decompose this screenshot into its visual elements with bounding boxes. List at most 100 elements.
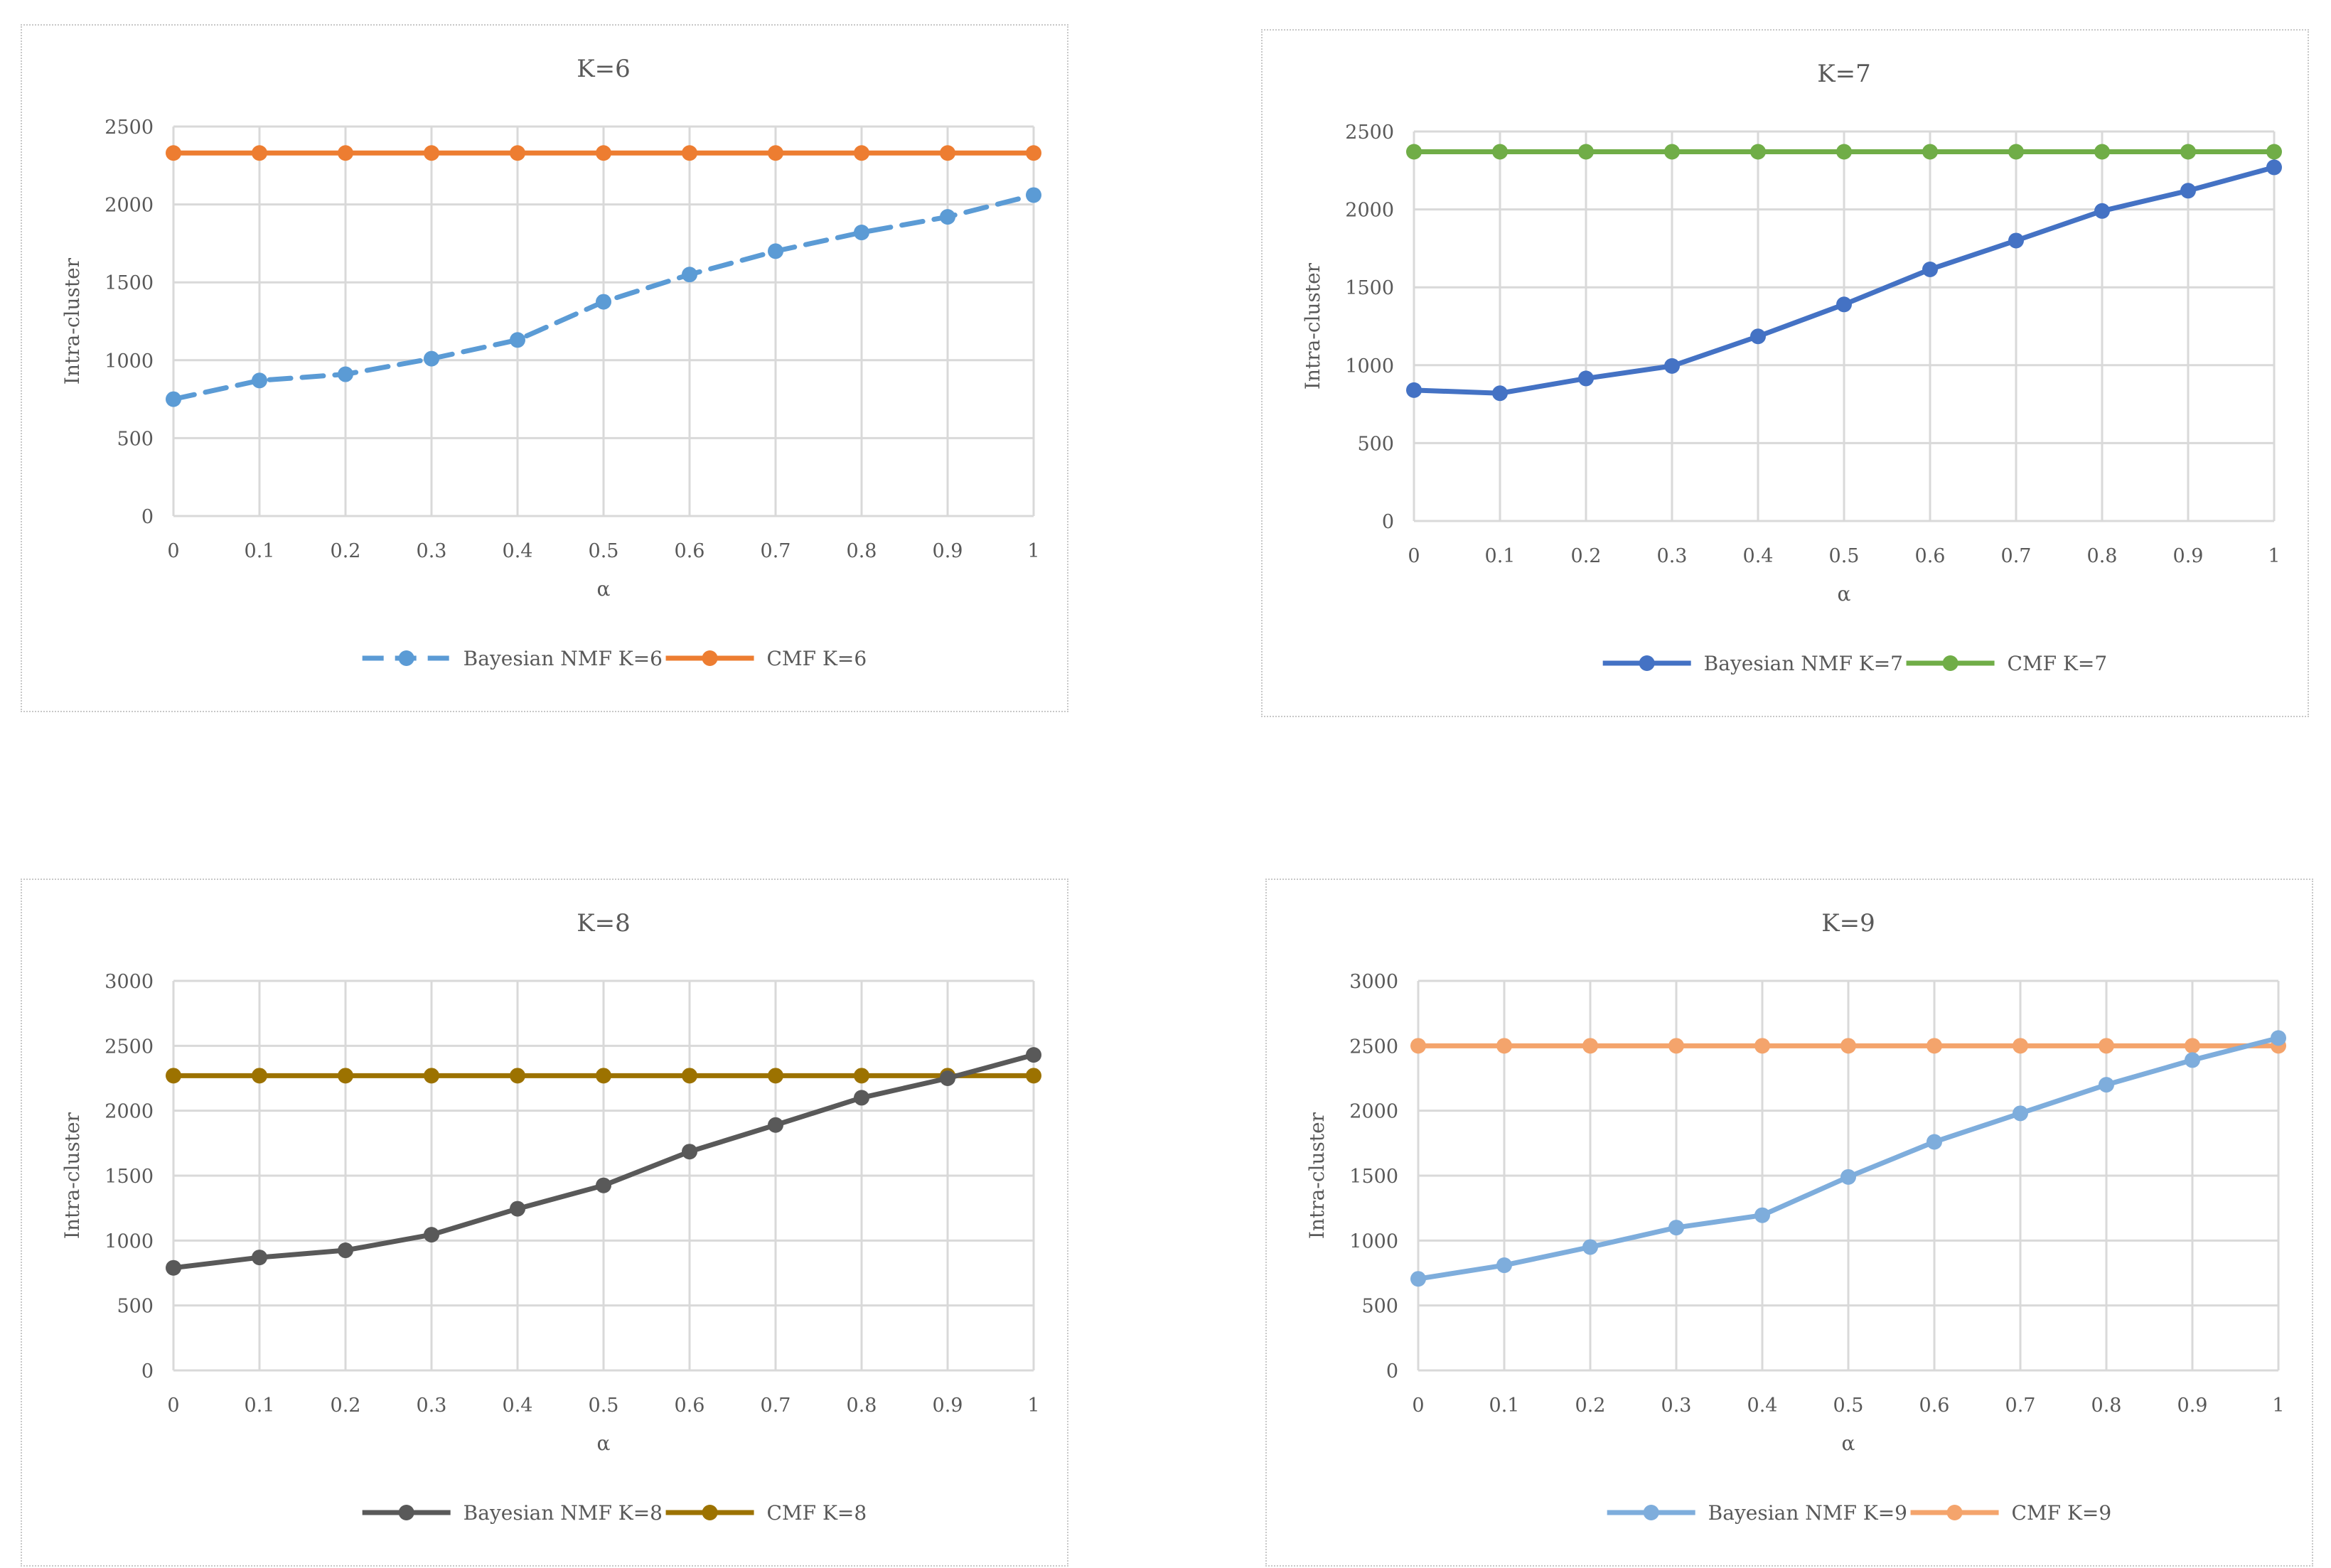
chart-panel-k6: K=6 0 500 1000 1500 2000 2500 0 0.1 0.2 0.3 0.4 0.5 0… [21, 24, 1068, 712]
data-point [338, 1068, 353, 1084]
chart-title: K=8 [577, 909, 631, 938]
x-tick-label: 0.6 [675, 1395, 705, 1417]
data-point [2266, 159, 2282, 176]
x-tick-label: 0.6 [675, 540, 705, 562]
x-tick-label: 0.7 [2001, 545, 2032, 567]
data-point [1750, 328, 1766, 345]
data-point [252, 1250, 267, 1266]
data-point [252, 1068, 267, 1084]
chart-title: K=7 [1817, 60, 1871, 88]
data-point [2008, 144, 2024, 160]
legend-swatch-marker [702, 650, 718, 666]
data-point [682, 145, 697, 161]
data-point [1836, 296, 1852, 313]
x-tick-label: 0.5 [589, 540, 619, 562]
data-point [1026, 145, 1041, 161]
data-point [2099, 1077, 2114, 1093]
legend-swatch-marker [702, 1505, 718, 1520]
data-point [1668, 1220, 1684, 1236]
data-point [1840, 1169, 1856, 1185]
data-point [682, 267, 697, 283]
chart-svg: K=6 0 500 1000 1500 2000 2500 0 0.1 0.2 0.3 0.4 0.5 0… [60, 55, 1041, 670]
data-point [1927, 1038, 1942, 1054]
data-point [940, 1070, 955, 1086]
data-point [2008, 232, 2024, 249]
x-tick-label: 0.9 [933, 1395, 963, 1417]
x-tick-label: 0.9 [933, 540, 963, 562]
x-tick-label: 0.3 [417, 540, 447, 562]
x-axis-title: α [597, 1432, 611, 1455]
x-tick-label: 0.2 [1575, 1395, 1606, 1417]
data-point [424, 1227, 439, 1243]
x-tick-label: 0.7 [2005, 1395, 2036, 1417]
legend-label: Bayesian NMF K=8 [463, 1501, 663, 1525]
y-axis-title: Intra-cluster [1301, 262, 1324, 390]
chart-title: K=9 [1821, 909, 1875, 938]
x-tick-label: 0 [1408, 545, 1420, 567]
data-point [252, 372, 267, 389]
data-point [1578, 144, 1594, 160]
y-tick-label: 500 [117, 428, 154, 450]
x-tick-label: 0 [167, 540, 179, 562]
y-tick-label: 1000 [105, 1230, 154, 1252]
x-tick-label: 0.1 [1485, 545, 1516, 567]
x-tick-label: 0.2 [331, 540, 361, 562]
y-tick-label: 2500 [105, 1036, 154, 1058]
y-tick-label: 0 [1386, 1360, 1398, 1382]
y-tick-label: 1500 [1345, 277, 1394, 299]
chart-svg: K=9 0 500 1000 1500 2000 2500 3000 0 0.1 0.2 0.3 0.4… [1305, 909, 2286, 1525]
data-point [1836, 144, 1852, 160]
legend-label: CMF K=8 [767, 1501, 867, 1525]
data-point [1664, 358, 1680, 374]
legend-label: CMF K=9 [2012, 1501, 2112, 1525]
data-point [1582, 1038, 1598, 1054]
data-point [854, 225, 869, 241]
y-tick-label: 2500 [1345, 122, 1394, 144]
y-tick-label: 0 [141, 506, 154, 528]
data-point [252, 145, 267, 161]
x-tick-label: 0.1 [245, 1395, 275, 1417]
data-point [2185, 1052, 2200, 1068]
data-point [2185, 1038, 2200, 1054]
data-point [1664, 144, 1680, 160]
data-point [1840, 1038, 1856, 1054]
data-point [1496, 1257, 1512, 1274]
y-tick-label: 1000 [1349, 1230, 1398, 1252]
x-tick-label: 0 [1412, 1395, 1424, 1417]
legend-label: CMF K=6 [767, 647, 867, 670]
x-tick-label: 0.6 [1915, 545, 1946, 567]
x-tick-label: 0.4 [1743, 545, 1774, 567]
chart-svg: K=8 0 500 1000 1500 2000 2500 3000 0 0.1 0.2 0.3 0.4… [60, 909, 1041, 1525]
data-point [2094, 203, 2110, 219]
x-axis-title: α [1838, 582, 1851, 606]
data-point [768, 1068, 783, 1084]
x-tick-label: 0.3 [1661, 1395, 1692, 1417]
chart-svg: K=7 0 500 1000 1500 2000 2500 0 0.1 0.2 0.3 0.4 0.5 0… [1301, 60, 2282, 675]
x-tick-label: 0.6 [1919, 1395, 1950, 1417]
data-point [510, 1201, 525, 1217]
data-point [166, 1068, 181, 1084]
x-tick-label: 0.1 [245, 540, 275, 562]
data-point [1578, 370, 1594, 387]
data-point [1754, 1038, 1770, 1054]
data-point [854, 145, 869, 161]
data-point [1406, 382, 1422, 398]
x-axis-title: α [597, 577, 611, 601]
x-tick-label: 0.8 [847, 540, 877, 562]
data-point [1026, 1047, 1041, 1063]
y-tick-label: 0 [141, 1360, 154, 1382]
x-tick-label: 0.3 [1657, 545, 1688, 567]
legend-swatch-marker [1942, 655, 1958, 671]
legend-swatch-marker [1946, 1505, 1963, 1520]
data-point [1754, 1207, 1770, 1223]
legend-swatch-marker [398, 650, 414, 666]
data-point [2013, 1038, 2028, 1054]
x-tick-label: 0.8 [2087, 545, 2118, 567]
data-point [1922, 144, 1938, 160]
legend-label: Bayesian NMF K=7 [1704, 652, 1903, 675]
x-tick-label: 0.4 [1747, 1395, 1778, 1417]
legend-label: CMF K=7 [2008, 652, 2108, 675]
y-tick-label: 2000 [105, 195, 154, 217]
data-point [1410, 1038, 1426, 1054]
data-point [424, 350, 439, 367]
